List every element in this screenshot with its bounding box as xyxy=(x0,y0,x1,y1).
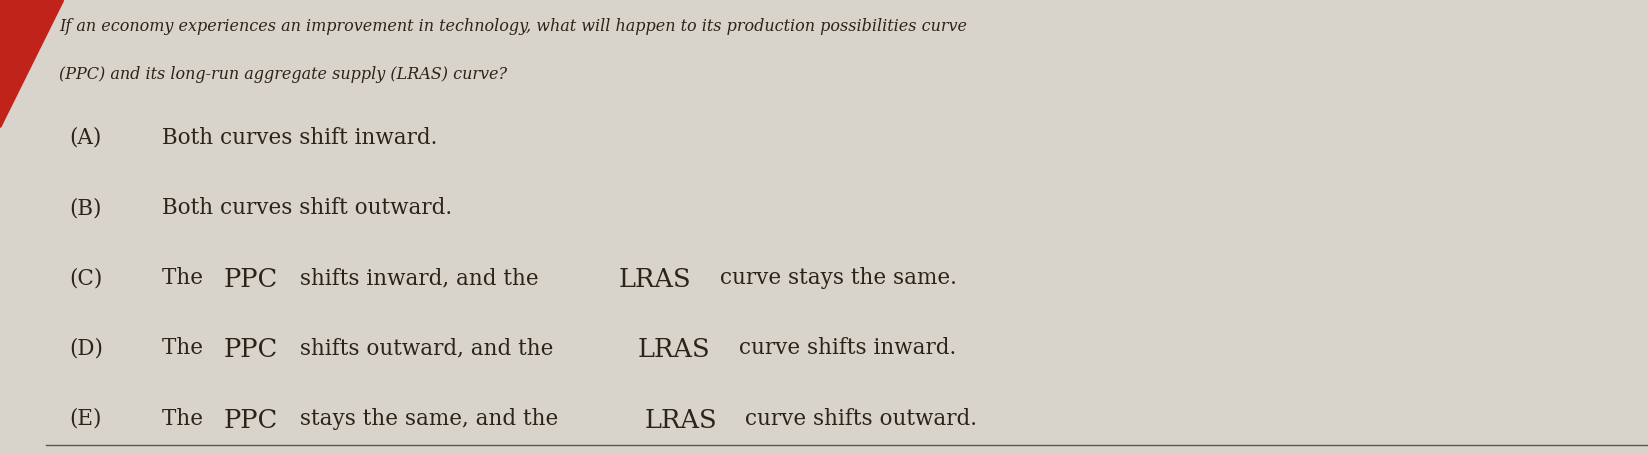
Text: (PPC) and its long-run aggregate supply (LRAS) curve?: (PPC) and its long-run aggregate supply … xyxy=(59,66,508,83)
Text: stays the same, and the: stays the same, and the xyxy=(293,408,565,430)
Text: If an economy experiences an improvement in technology, what will happen to its : If an economy experiences an improvement… xyxy=(59,18,967,35)
Text: curve stays the same.: curve stays the same. xyxy=(714,267,957,289)
Text: PPC: PPC xyxy=(222,267,277,292)
Text: (B): (B) xyxy=(69,197,102,219)
Text: (D): (D) xyxy=(69,337,104,360)
Polygon shape xyxy=(0,0,63,127)
Text: LRAS: LRAS xyxy=(644,408,717,433)
Text: Both curves shift outward.: Both curves shift outward. xyxy=(162,197,452,219)
Text: LRAS: LRAS xyxy=(638,337,710,362)
Text: shifts inward, and the: shifts inward, and the xyxy=(293,267,545,289)
Text: curve shifts outward.: curve shifts outward. xyxy=(738,408,977,430)
Text: The: The xyxy=(162,267,209,289)
Text: Both curves shift inward.: Both curves shift inward. xyxy=(162,127,437,149)
Text: LRAS: LRAS xyxy=(620,267,692,292)
Text: The: The xyxy=(162,337,209,360)
Text: shifts outward, and the: shifts outward, and the xyxy=(293,337,560,360)
Text: (E): (E) xyxy=(69,408,102,430)
Text: PPC: PPC xyxy=(222,408,277,433)
Text: The: The xyxy=(162,408,209,430)
Text: (C): (C) xyxy=(69,267,102,289)
Text: (A): (A) xyxy=(69,127,102,149)
Text: curve shifts inward.: curve shifts inward. xyxy=(732,337,956,360)
Text: PPC: PPC xyxy=(222,337,277,362)
